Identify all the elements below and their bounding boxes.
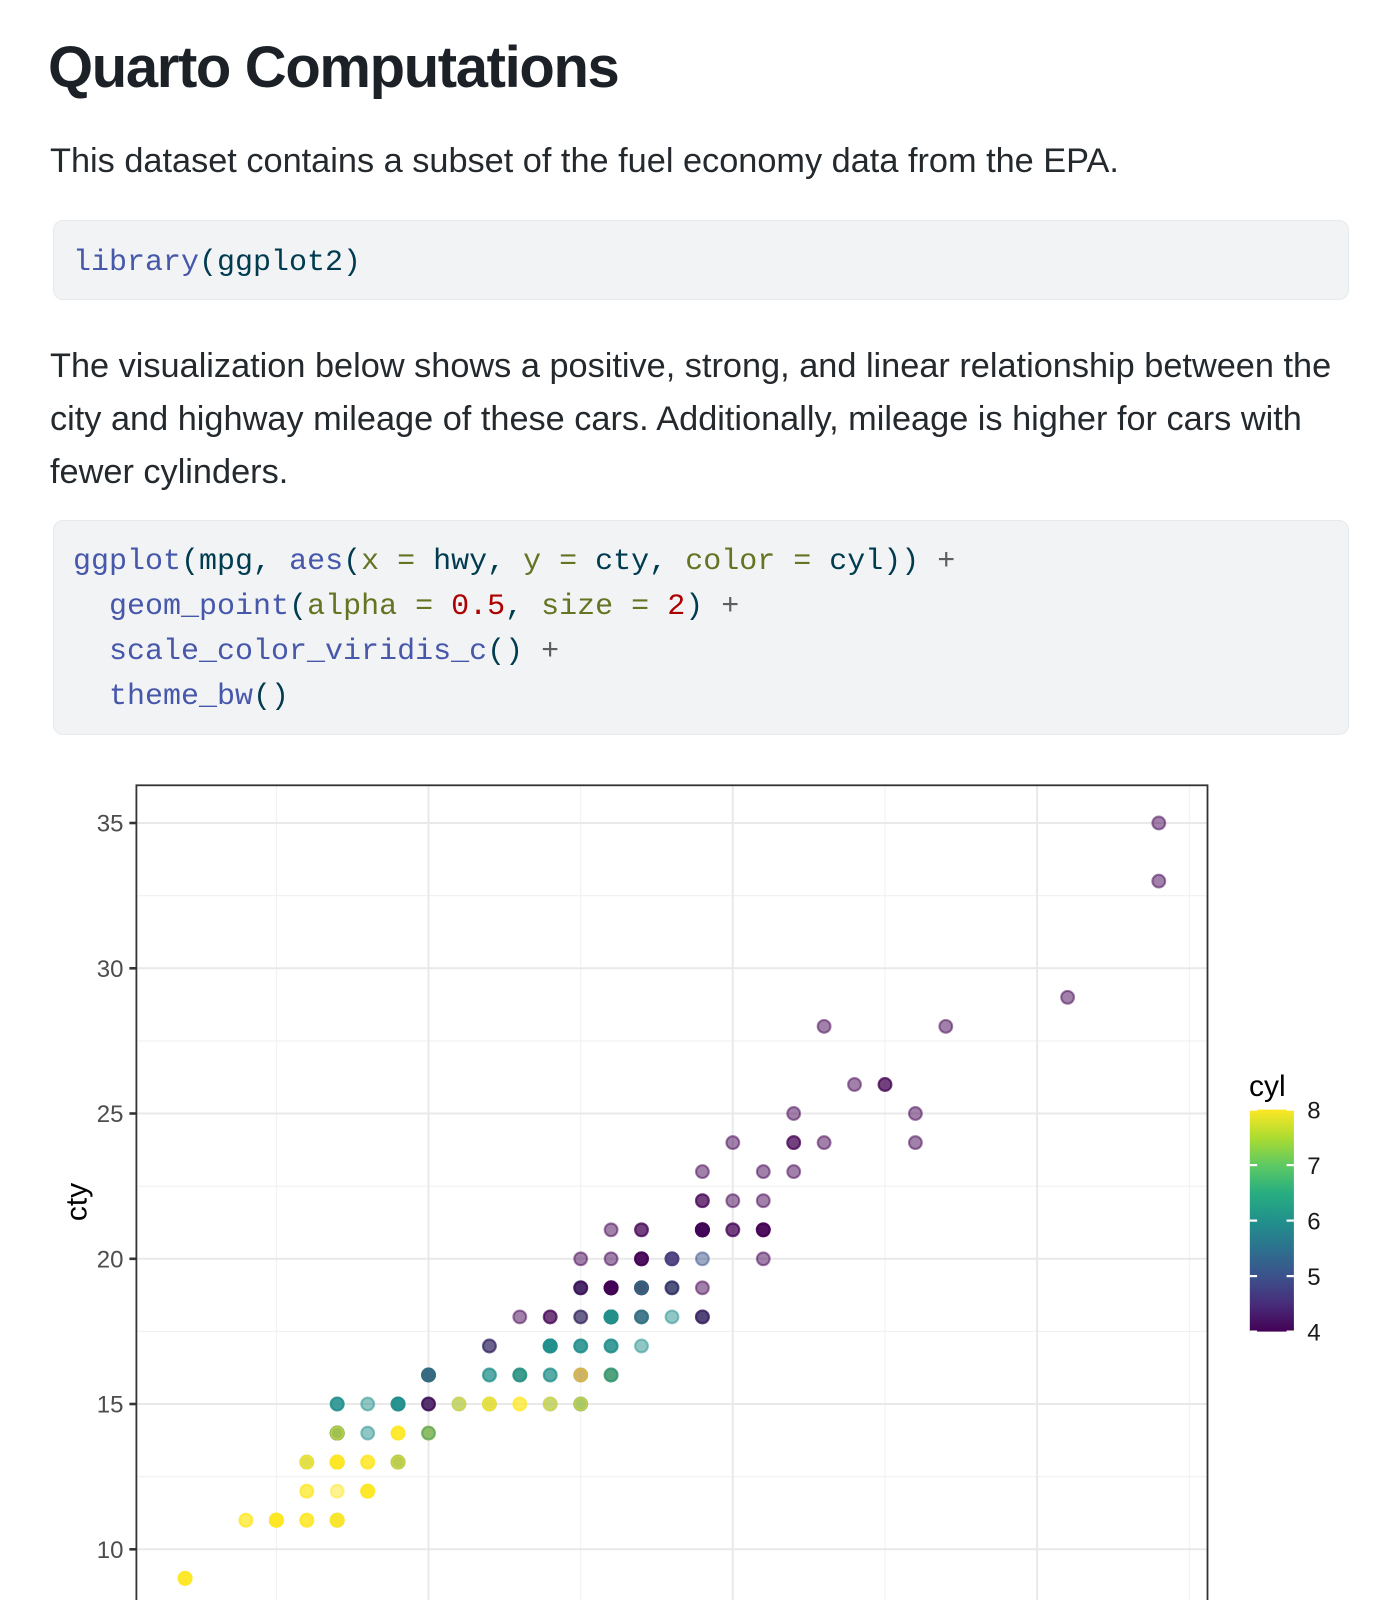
svg-text:25: 25 — [97, 1101, 124, 1128]
svg-text:6: 6 — [1307, 1209, 1320, 1236]
svg-text:15: 15 — [97, 1392, 124, 1419]
svg-text:cyl: cyl — [1249, 1070, 1286, 1103]
svg-text:5: 5 — [1307, 1264, 1320, 1291]
svg-text:4: 4 — [1307, 1320, 1320, 1347]
svg-text:10: 10 — [97, 1537, 124, 1564]
svg-text:35: 35 — [97, 811, 124, 838]
svg-text:cty: cty — [61, 1183, 94, 1221]
svg-text:7: 7 — [1307, 1153, 1320, 1180]
svg-text:20: 20 — [97, 1246, 124, 1273]
svg-text:8: 8 — [1307, 1098, 1320, 1125]
svg-text:30: 30 — [97, 956, 124, 983]
